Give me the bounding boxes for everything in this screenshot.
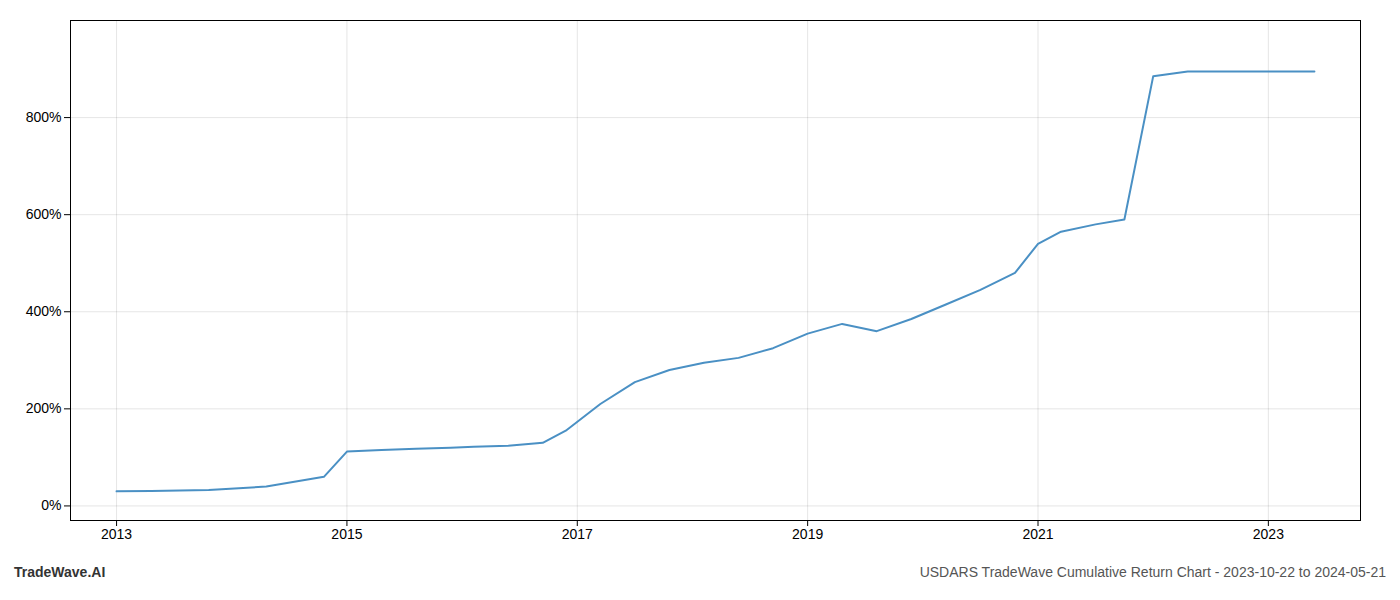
svg-text:2021: 2021 — [1022, 526, 1053, 542]
svg-text:2013: 2013 — [101, 526, 132, 542]
svg-text:2017: 2017 — [562, 526, 593, 542]
svg-text:400%: 400% — [26, 303, 62, 319]
html-text:USDARS TradeWave Cumulative Re: USDARS TradeWave Cumulative Return Chart… — [919, 564, 1386, 580]
svg-text:2019: 2019 — [792, 526, 823, 542]
svg-text:2015: 2015 — [331, 526, 362, 542]
svg-text:600%: 600% — [26, 206, 62, 222]
svg-text:0%: 0% — [41, 497, 61, 513]
svg-text:200%: 200% — [26, 400, 62, 416]
html-text:TradeWave.AI: TradeWave.AI — [14, 564, 106, 580]
svg-text:800%: 800% — [26, 109, 62, 125]
svg-text:2023: 2023 — [1253, 526, 1284, 542]
